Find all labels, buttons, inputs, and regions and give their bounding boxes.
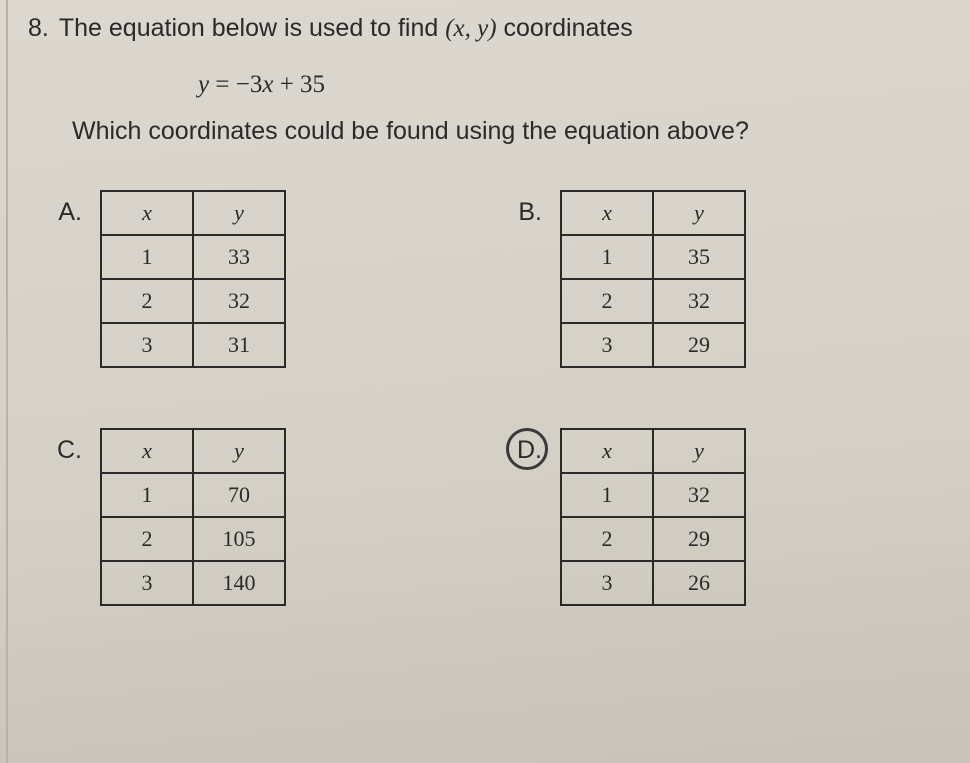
cell-x: 3 bbox=[101, 561, 193, 605]
option-a-label: A. bbox=[58, 198, 82, 226]
table-row: 133 bbox=[101, 235, 285, 279]
cell-x: 1 bbox=[101, 473, 193, 517]
header-x: x bbox=[561, 191, 653, 235]
cell-x: 2 bbox=[561, 279, 653, 323]
cell-x: 3 bbox=[101, 323, 193, 367]
cell-y: 26 bbox=[653, 561, 745, 605]
option-a-label-wrap: A. bbox=[42, 190, 82, 227]
option-b-label-wrap: B. bbox=[502, 190, 542, 227]
prompt-xy: (x, y) bbox=[445, 15, 496, 42]
cell-x: 1 bbox=[561, 235, 653, 279]
cell-y: 29 bbox=[653, 517, 745, 561]
table-row: 170 bbox=[101, 473, 285, 517]
table-row: 329 bbox=[561, 323, 745, 367]
option-b: B. x y 135 232 329 bbox=[502, 190, 942, 368]
header-x: x bbox=[101, 191, 193, 235]
cell-y: 70 bbox=[193, 473, 285, 517]
cell-x: 3 bbox=[561, 323, 653, 367]
prompt-text-2: coordinates bbox=[497, 14, 633, 42]
options-grid: A. x y 133 232 331 B. x y 135 bbox=[42, 190, 942, 606]
table-header-row: x y bbox=[561, 191, 745, 235]
table-row: 232 bbox=[561, 279, 745, 323]
table-row: 135 bbox=[561, 235, 745, 279]
table-row: 3140 bbox=[101, 561, 285, 605]
eq-rhs-var: x bbox=[262, 71, 273, 98]
question-prompt: The equation below is used to find (x, y… bbox=[59, 14, 633, 43]
equation-line: y = −3x + 35 bbox=[198, 71, 942, 99]
eq-rhs-const: + 35 bbox=[273, 71, 325, 98]
worksheet-page: { "question": { "number": "8.", "prompt"… bbox=[0, 0, 970, 763]
sub-question: Which coordinates could be found using t… bbox=[72, 117, 942, 146]
cell-y: 105 bbox=[193, 517, 285, 561]
eq-equals: = bbox=[209, 71, 236, 98]
table-row: 2105 bbox=[101, 517, 285, 561]
option-c: C. x y 170 2105 3140 bbox=[42, 428, 482, 606]
cell-y: 32 bbox=[653, 279, 745, 323]
option-c-label-wrap: C. bbox=[42, 428, 82, 465]
cell-x: 3 bbox=[561, 561, 653, 605]
option-c-table: x y 170 2105 3140 bbox=[100, 428, 286, 606]
cell-x: 2 bbox=[561, 517, 653, 561]
option-d: D. x y 132 229 326 bbox=[502, 428, 942, 606]
option-d-table: x y 132 229 326 bbox=[560, 428, 746, 606]
cell-y: 32 bbox=[193, 279, 285, 323]
header-y: y bbox=[193, 429, 285, 473]
cell-y: 31 bbox=[193, 323, 285, 367]
table-header-row: x y bbox=[561, 429, 745, 473]
table-header-row: x y bbox=[101, 429, 285, 473]
header-y: y bbox=[653, 429, 745, 473]
cell-x: 2 bbox=[101, 517, 193, 561]
cell-x: 1 bbox=[101, 235, 193, 279]
page-left-rule bbox=[6, 0, 8, 763]
cell-y: 32 bbox=[653, 473, 745, 517]
question-row: 8. The equation below is used to find (x… bbox=[28, 14, 942, 43]
table-row: 326 bbox=[561, 561, 745, 605]
table-row: 132 bbox=[561, 473, 745, 517]
eq-lhs-var: y bbox=[198, 71, 209, 98]
option-c-label: C. bbox=[57, 436, 82, 464]
table-header-row: x y bbox=[101, 191, 285, 235]
header-y: y bbox=[653, 191, 745, 235]
cell-x: 1 bbox=[561, 473, 653, 517]
table-row: 232 bbox=[101, 279, 285, 323]
eq-rhs-coef: −3 bbox=[236, 71, 263, 98]
cell-y: 35 bbox=[653, 235, 745, 279]
option-b-table: x y 135 232 329 bbox=[560, 190, 746, 368]
cell-x: 2 bbox=[101, 279, 193, 323]
table-row: 229 bbox=[561, 517, 745, 561]
option-d-label: D. bbox=[517, 436, 542, 464]
header-x: x bbox=[561, 429, 653, 473]
option-d-label-wrap: D. bbox=[502, 428, 542, 465]
prompt-text-1: The equation below is used to find bbox=[59, 14, 445, 42]
cell-y: 140 bbox=[193, 561, 285, 605]
cell-y: 33 bbox=[193, 235, 285, 279]
table-row: 331 bbox=[101, 323, 285, 367]
question-number: 8. bbox=[28, 14, 49, 43]
option-b-label: B. bbox=[518, 198, 542, 226]
option-a-table: x y 133 232 331 bbox=[100, 190, 286, 368]
header-x: x bbox=[101, 429, 193, 473]
header-y: y bbox=[193, 191, 285, 235]
option-a: A. x y 133 232 331 bbox=[42, 190, 482, 368]
cell-y: 29 bbox=[653, 323, 745, 367]
